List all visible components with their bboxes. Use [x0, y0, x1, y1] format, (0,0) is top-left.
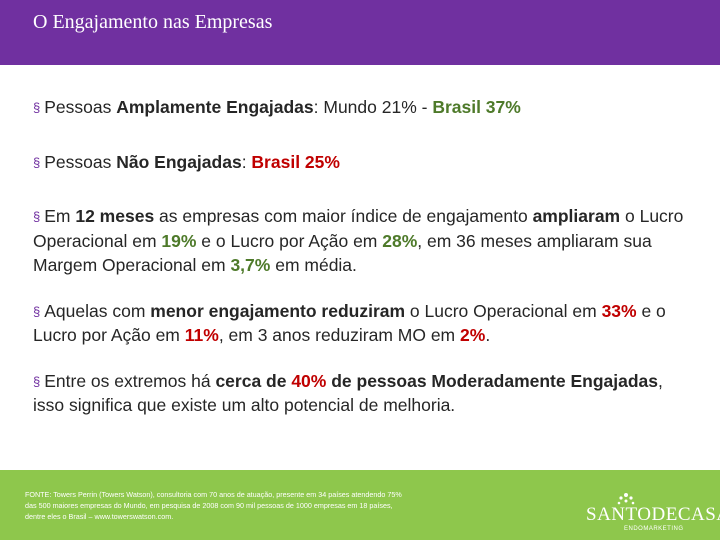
bullet-5: § Entre os extremos há cerca de 40% de pe…: [33, 370, 663, 416]
header-bar: O Engajamento nas Empresas: [0, 0, 720, 65]
bullet-icon: §: [33, 209, 41, 224]
slide-content: § Pessoas Amplamente Engajadas: Mundo 21%…: [33, 95, 693, 439]
bullet-2: § Pessoas Não Engajadas: Brasil 25%: [33, 151, 340, 172]
bullet-icon: §: [33, 373, 41, 389]
page-title: O Engajamento nas Empresas: [33, 11, 273, 33]
santodecasa-logo: SANTODECASA ENDOMARKETING: [586, 492, 720, 536]
bullet-icon: §: [33, 154, 41, 170]
bullet-icon: §: [33, 100, 41, 115]
bullet-4: § Aquelas com menor engajamento reduziram…: [33, 300, 666, 346]
logo-subtitle: ENDOMARKETING: [624, 526, 684, 532]
logo-mark-icon: [617, 493, 635, 505]
footer-bar: FONTE: Towers Perrin (Towers Watson), co…: [0, 470, 720, 540]
logo-text: SANTODECASA: [586, 504, 720, 525]
source-note: FONTE: Towers Perrin (Towers Watson), co…: [25, 490, 402, 522]
bullet-3: § Em 12 meses as empresas com maior índic…: [33, 206, 684, 275]
bullet-1: § Pessoas Amplamente Engajadas: Mundo 21%…: [33, 97, 521, 117]
bullet-icon: §: [33, 303, 41, 319]
